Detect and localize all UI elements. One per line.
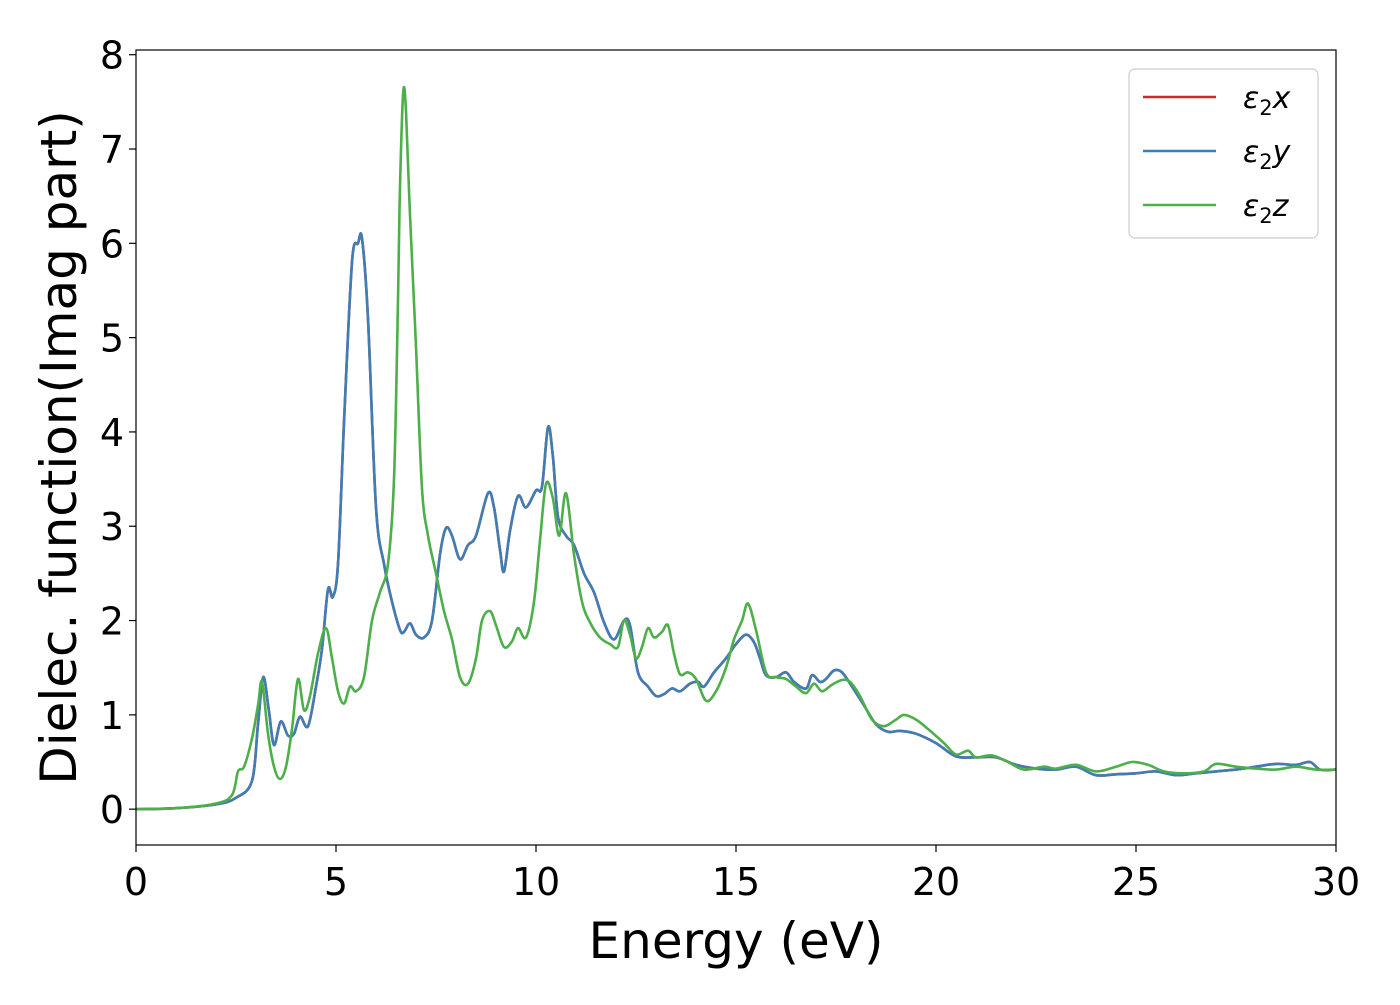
x-axis: 0 5 10 15 20 25 30 — [124, 845, 1360, 904]
x-tick-label: 5 — [324, 860, 348, 904]
legend-label-y: ε2y — [1243, 135, 1292, 174]
y-tick-label: 0 — [100, 788, 124, 832]
y-tick-label: 2 — [100, 600, 124, 644]
x-tick-label: 10 — [512, 860, 560, 904]
x-tick-label: 30 — [1312, 860, 1360, 904]
y-tick-label: 5 — [100, 317, 124, 361]
y-axis-label: Dielec. function(Imag part) — [30, 110, 88, 785]
x-tick-label: 25 — [1112, 860, 1160, 904]
x-axis-label: Energy (eV) — [589, 912, 884, 970]
series-line-z — [136, 85, 1336, 811]
x-tick-label: 0 — [124, 860, 148, 904]
legend-label-x: ε2x — [1243, 81, 1291, 120]
y-tick-label: 8 — [100, 34, 124, 78]
y-tick-label: 7 — [100, 128, 124, 172]
y-tick-label: 1 — [100, 694, 124, 738]
y-tick-label: 4 — [100, 411, 124, 455]
y-tick-label: 6 — [100, 222, 124, 266]
legend: ε2x ε2y ε2z — [1128, 68, 1319, 239]
series-layer — [136, 85, 1336, 811]
legend-items: ε2x ε2y ε2z — [1143, 81, 1292, 228]
x-tick-label: 15 — [712, 860, 760, 904]
legend-box — [1128, 68, 1319, 239]
y-axis: 0 1 2 3 4 5 6 7 8 — [100, 34, 136, 832]
y-tick-label: 3 — [100, 505, 124, 549]
x-tick-label: 20 — [912, 860, 960, 904]
legend-label-z: ε2z — [1243, 189, 1290, 228]
